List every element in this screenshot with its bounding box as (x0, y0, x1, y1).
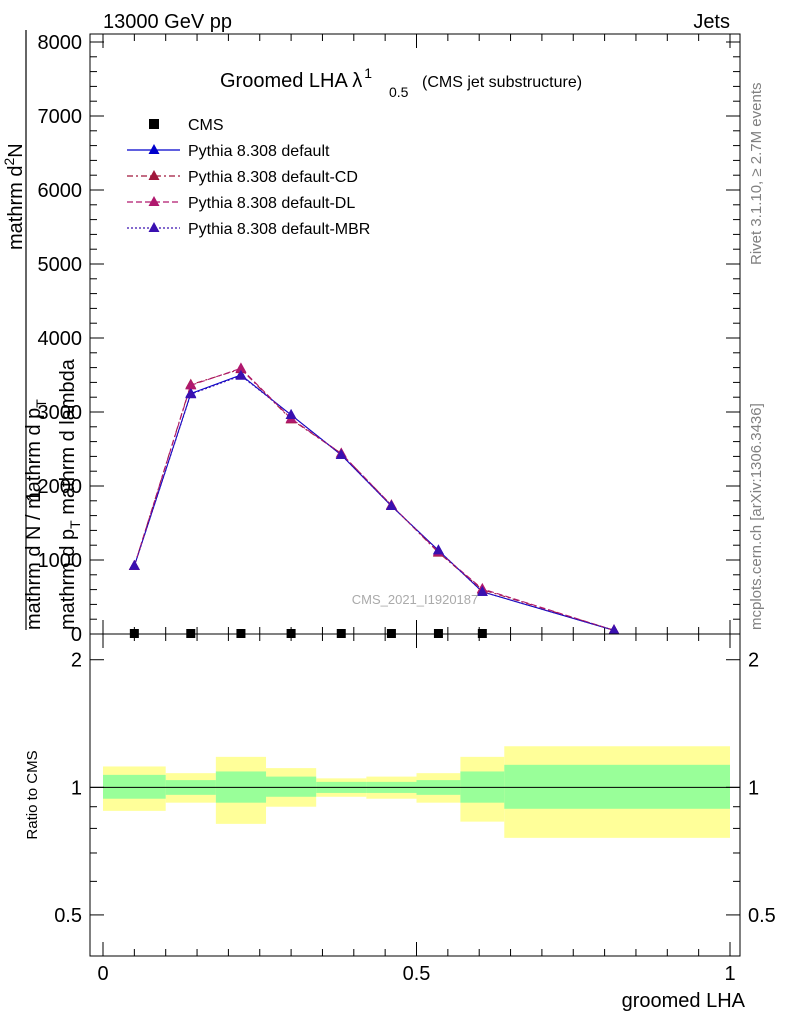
data-point-triangle (432, 544, 444, 555)
legend: CMS Pythia 8.308 default Pythia 8.308 defa… (127, 117, 370, 238)
data-point-triangle (335, 448, 347, 459)
ylabel-tail-b: mathrm d lambda (57, 358, 79, 520)
legend-marker (148, 196, 160, 206)
ratio-y-axis-label: Ratio to CMS (24, 750, 41, 839)
ylabel-tail-a: mathrm d p (57, 529, 79, 630)
legend-label: Pythia 8.308 default-MBR (188, 221, 370, 238)
data-point-triangle (235, 369, 247, 380)
data-point-triangle (285, 408, 297, 419)
ratio-y-tick-label: 1 (71, 777, 82, 799)
ratio-y-tick-label-right: 0.5 (748, 905, 776, 927)
ratio-plot-frame (89, 633, 741, 957)
legend-label: Pythia 8.308 default (188, 143, 330, 160)
x-tick-labels: 0 0.5 1 (97, 963, 735, 985)
svg-text:mathrm d pT mathrm d lambda: mathrm d pT mathrm d lambda (57, 358, 83, 630)
title-sub: 0.5 (389, 84, 409, 100)
y-tick-label: 1000 (38, 550, 83, 572)
data-point-triangle (235, 362, 247, 373)
y-tick-label: 5000 (38, 254, 83, 276)
title-sup: 1 (364, 65, 372, 81)
y-tick-label: 3000 (38, 402, 83, 424)
ratio-y-tick-labels: 0.5 0.5 1 1 2 2 (54, 650, 776, 927)
ratio-y-tick-label: 2 (71, 650, 82, 672)
legend-label: Pythia 8.308 default-CD (188, 169, 358, 186)
legend-label: Pythia 8.308 default-DL (188, 195, 355, 212)
legend-label: CMS (188, 117, 224, 134)
title-main: Groomed LHA (220, 70, 348, 92)
data-point-triangle (608, 624, 620, 635)
data-point-triangle (185, 388, 197, 399)
mcplots-label: mcplots.cern.ch [arXiv:1306.3436] (748, 403, 765, 630)
ylabel-one: 1 (23, 491, 45, 502)
ratio-y-tick-label: 0.5 (54, 905, 82, 927)
ylabel-denominator: mathrm d N / mathrm d p (23, 408, 45, 630)
title-note: (CMS jet substructure) (422, 74, 582, 91)
x-axis-label: groomed LHA (622, 990, 746, 1012)
y-tick-label: 7000 (38, 106, 83, 128)
legend-marker (148, 222, 160, 232)
data-point-triangle (385, 499, 397, 510)
x-tick-label: 1 (724, 963, 735, 985)
data-point-triangle (185, 379, 197, 390)
data-point-triangle (476, 585, 488, 596)
ratio-inner-band (266, 776, 317, 797)
svg-text:Groomed LHA λ1: Groomed LHA λ1 (220, 65, 372, 92)
svg-text:mathrm d N / mathrm d pT: mathrm d N / mathrm d pT (23, 399, 49, 630)
ratio-inner-band (103, 774, 166, 799)
y-tick-label: 0 (71, 624, 82, 646)
y-tick-label: 2000 (38, 476, 83, 498)
y-tick-label: 6000 (38, 180, 83, 202)
data-point-triangle (128, 559, 140, 570)
ratio-y-tick-label-right: 2 (748, 650, 759, 672)
main-y-tick-labels: 0 1000 2000 3000 4000 5000 6000 7000 8000 (38, 32, 83, 646)
title-symbol: λ (352, 70, 362, 92)
header-right: Jets (693, 11, 730, 33)
main-y-axis-label: mathrm d N / mathrm d pT mathrm d pT mat… (1, 30, 83, 630)
ratio-y-tick-label-right: 1 (748, 777, 759, 799)
rivet-label: Rivet 3.1.10, ≥ 2.7M events (748, 83, 765, 266)
legend-marker (148, 170, 160, 180)
series-line (133, 367, 615, 631)
legend-marker (149, 119, 159, 129)
x-tick-label: 0 (97, 963, 108, 985)
main-axis-ticks (90, 34, 740, 635)
y-tick-label: 4000 (38, 328, 83, 350)
ratio-axis-ticks (90, 634, 740, 956)
legend-marker (148, 144, 160, 154)
ratio-inner-band (504, 764, 730, 809)
y-tick-label: 8000 (38, 32, 83, 54)
ratio-bands (103, 746, 730, 838)
x-tick-label: 0.5 (403, 963, 431, 985)
ylabel-denominator-sub: T (33, 399, 49, 408)
ylabel-numerator: mathrm d2N (1, 143, 27, 250)
analysis-watermark: CMS_2021_I1920187 (352, 592, 479, 607)
header-left: 13000 GeV pp (103, 11, 232, 33)
ylabel-tail-sub: T (67, 520, 83, 529)
